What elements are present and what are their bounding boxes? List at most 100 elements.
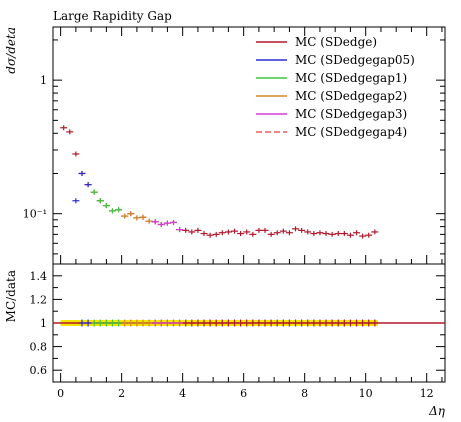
legend-label: MC (SDedgegap4) (295, 125, 407, 139)
data-point (72, 198, 80, 204)
ratio-point (219, 319, 226, 327)
data-point (279, 228, 287, 234)
xtick-label: 2 (118, 387, 125, 400)
data-point (96, 198, 104, 204)
ratio-point (298, 319, 305, 327)
ratio-point (164, 319, 171, 327)
data-point (188, 229, 196, 235)
xtick-label: 10 (359, 387, 373, 400)
data-point (90, 189, 98, 195)
xtick-label: 12 (420, 387, 434, 400)
data-point (121, 213, 129, 219)
ratio-point (359, 319, 366, 327)
ratio-point (158, 319, 165, 327)
data-point (194, 227, 202, 233)
data-point (340, 231, 348, 237)
ratio-point (152, 319, 159, 327)
ratio-point (91, 319, 98, 327)
data-point (176, 227, 184, 233)
data-point (292, 226, 300, 232)
data-point (145, 218, 153, 224)
ratio-point (304, 319, 311, 327)
ratio-point (292, 319, 299, 327)
ratio-point (237, 319, 244, 327)
ratio-point (78, 319, 85, 327)
legend-label: MC (SDedge) (295, 35, 377, 49)
main-ytick-label: 1 (40, 74, 47, 87)
data-point (322, 231, 330, 237)
ratio-point (347, 319, 354, 327)
ratio-point (353, 319, 360, 327)
ratio-point (341, 319, 348, 327)
legend-label: MC (SDedgegap05) (295, 53, 415, 67)
ratio-point (115, 319, 122, 327)
data-point (218, 230, 226, 236)
ratio-point (103, 319, 110, 327)
ratio-point (274, 319, 281, 327)
ratio-point (225, 319, 232, 327)
ratio-point (207, 319, 214, 327)
ratio-axis-ticks: 0.6 0.8 1 1.2 1.4 0 2 4 6 8 10 12 (30, 263, 445, 400)
data-point (298, 227, 306, 233)
ratio-point (127, 319, 134, 327)
ratio-point (97, 319, 104, 327)
ratio-point (310, 319, 317, 327)
ratio-point (176, 319, 183, 327)
xtick-label: 4 (179, 387, 186, 400)
ratio-point (109, 319, 116, 327)
legend-label: MC (SDedgegap2) (295, 89, 407, 103)
ratio-point (316, 319, 323, 327)
chart-title: Large Rapidity Gap (53, 9, 172, 23)
data-point (163, 220, 171, 226)
data-point (365, 232, 373, 238)
data-point (249, 231, 257, 237)
xtick-label: 6 (240, 387, 247, 400)
ratio-ylabel: MC/data (4, 270, 18, 322)
ratio-point (335, 319, 342, 327)
main-ylabel: dσ/deta (4, 27, 18, 74)
main-ytick-label: 10⁻¹ (23, 208, 47, 221)
data-point (334, 231, 342, 237)
data-point (273, 230, 281, 236)
ratio-point (262, 319, 269, 327)
data-point (212, 231, 220, 237)
ratio-point (280, 319, 287, 327)
ratio-point (255, 319, 262, 327)
ratio-point (121, 319, 128, 327)
data-point (78, 170, 86, 176)
ratio-point (213, 319, 220, 327)
ratio-ytick-label: 1.4 (30, 270, 48, 283)
ratio-point (286, 319, 293, 327)
data-point (60, 125, 68, 131)
data-point (310, 231, 318, 237)
ratio-point (323, 319, 330, 327)
data-point (127, 211, 135, 217)
legend-label: MC (SDedgegap3) (295, 107, 407, 121)
data-point (108, 208, 116, 214)
data-point (115, 207, 123, 213)
data-point (353, 230, 361, 236)
data-point (157, 221, 165, 227)
ratio-point (85, 319, 92, 327)
ratio-point (371, 319, 378, 327)
data-point (206, 232, 214, 238)
ratio-ytick-label: 1.2 (30, 293, 48, 306)
data-point (267, 231, 275, 237)
data-point (237, 231, 245, 237)
ratio-point (231, 319, 238, 327)
ratio-ytick-label: 0.8 (30, 341, 48, 354)
data-point (261, 227, 269, 233)
ratio-point (243, 319, 250, 327)
ratio-ytick-label: 1 (40, 317, 47, 330)
data-point (200, 231, 208, 237)
ratio-point (365, 319, 372, 327)
ratio-point (249, 319, 256, 327)
data-point (346, 232, 354, 238)
xtick-label: 0 (57, 387, 64, 400)
xtick-label: 8 (301, 387, 308, 400)
data-point (133, 215, 141, 221)
data-point (224, 229, 232, 235)
data-point (304, 229, 312, 235)
data-point (255, 227, 263, 233)
